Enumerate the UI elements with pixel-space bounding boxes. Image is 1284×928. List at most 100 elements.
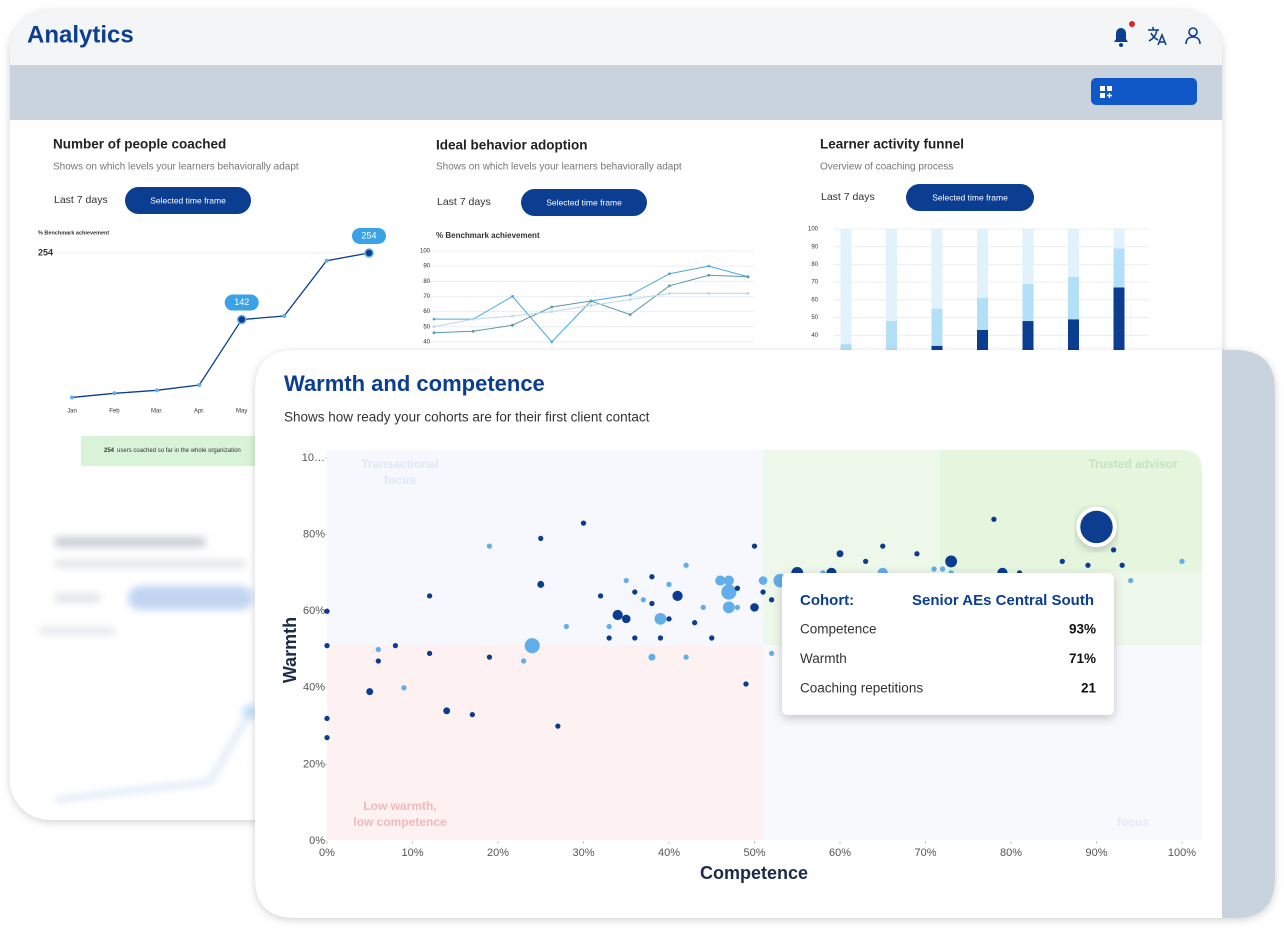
point (628, 298, 632, 301)
quadrant-label: Transactional (361, 457, 438, 471)
point (768, 650, 775, 656)
translate-icon[interactable] (1148, 27, 1167, 46)
point (668, 272, 671, 276)
bar-segment (1113, 248, 1125, 288)
point (538, 535, 544, 542)
point (606, 635, 612, 641)
bar-segment (840, 229, 852, 345)
x-tick-label: 90% (1085, 847, 1107, 859)
y-tick-label: 100 (808, 227, 819, 233)
bar-segment (1022, 283, 1034, 322)
point (657, 635, 664, 641)
point (486, 654, 493, 660)
card-subtitle: Shows on which levels your learners beha… (53, 162, 299, 173)
point (555, 723, 561, 729)
point (683, 654, 689, 660)
time-frame-button[interactable] (521, 189, 647, 216)
point (1119, 562, 1125, 568)
point (723, 575, 734, 586)
x-tick-label: 20% (487, 847, 509, 859)
toolbar (10, 65, 1222, 120)
point (931, 566, 937, 572)
point (580, 520, 587, 526)
point (511, 314, 514, 318)
data-label-bg (352, 227, 386, 244)
point (469, 711, 475, 718)
point (236, 314, 247, 325)
bar-segment (1068, 229, 1079, 277)
x-tick-label: 10% (401, 847, 423, 859)
x-tick-label: Jan (67, 409, 77, 415)
point (511, 295, 514, 298)
point (648, 653, 656, 661)
point (707, 273, 711, 277)
point (734, 585, 741, 591)
point (401, 685, 407, 691)
point (623, 577, 629, 584)
tooltip-row-value: 93% (1069, 622, 1096, 637)
x-tick-label: Feb (109, 409, 120, 415)
point (606, 623, 612, 630)
point (563, 623, 570, 630)
time-frame-label: Selected time frame (150, 195, 226, 205)
tooltip-row-value: 21 (1081, 681, 1097, 696)
blur-block (55, 594, 100, 602)
point (426, 593, 433, 599)
y-tick-label: 40 (811, 333, 818, 339)
summary-count: 254 (104, 448, 115, 454)
customize-button[interactable] (1091, 78, 1197, 105)
x-tick-label: Mar. (151, 409, 163, 415)
tooltip-row-label: Coaching repetitions (800, 681, 923, 696)
point (426, 650, 433, 656)
point (649, 574, 655, 580)
point (324, 734, 330, 741)
point (709, 635, 715, 641)
line (71, 252, 370, 399)
notifications-icon[interactable] (1114, 21, 1135, 47)
point (880, 543, 886, 549)
point (836, 550, 844, 558)
point (683, 562, 689, 568)
point (721, 584, 737, 600)
point (612, 609, 623, 621)
y-axis-label: % Benchmark achievement (38, 230, 109, 236)
point (197, 382, 202, 387)
dashboard: Number of people coached Shows on which l… (38, 137, 1149, 466)
quadrant-label: focus (1117, 815, 1149, 829)
user-icon[interactable] (1185, 27, 1201, 45)
x-tick-label: May (236, 409, 247, 415)
bar-segment (1068, 276, 1079, 320)
point (1085, 562, 1091, 568)
point (392, 643, 399, 649)
time-frame-button[interactable] (906, 184, 1034, 211)
point (432, 317, 436, 321)
point (700, 604, 706, 611)
y-tick-label: 50 (423, 324, 430, 330)
point (945, 555, 958, 568)
button-bg (1091, 78, 1197, 105)
y-tick-label: 90 (811, 244, 818, 250)
quadrant-label: Low warmth, (363, 799, 436, 813)
x-axis-label: Competence (700, 863, 808, 883)
highlighted-point[interactable] (1076, 506, 1117, 548)
x-tick-label: 0% (319, 847, 335, 859)
y-tick-label: 80% (303, 529, 325, 541)
y-tick-label: 20% (303, 758, 325, 770)
point (1179, 558, 1185, 565)
point (649, 600, 655, 607)
time-frame-label: Selected time frame (546, 197, 622, 207)
point (550, 305, 554, 309)
time-frame-button[interactable] (125, 187, 251, 214)
summary-banner (81, 436, 281, 466)
quadrant-label: low competence (353, 815, 447, 829)
point (668, 284, 671, 288)
point (324, 715, 330, 722)
point (743, 681, 749, 687)
point (324, 258, 329, 263)
y-tick-label: 60 (423, 309, 430, 315)
top-bar (10, 10, 1222, 65)
y-tick-label: 0% (309, 835, 325, 847)
point (589, 304, 593, 307)
